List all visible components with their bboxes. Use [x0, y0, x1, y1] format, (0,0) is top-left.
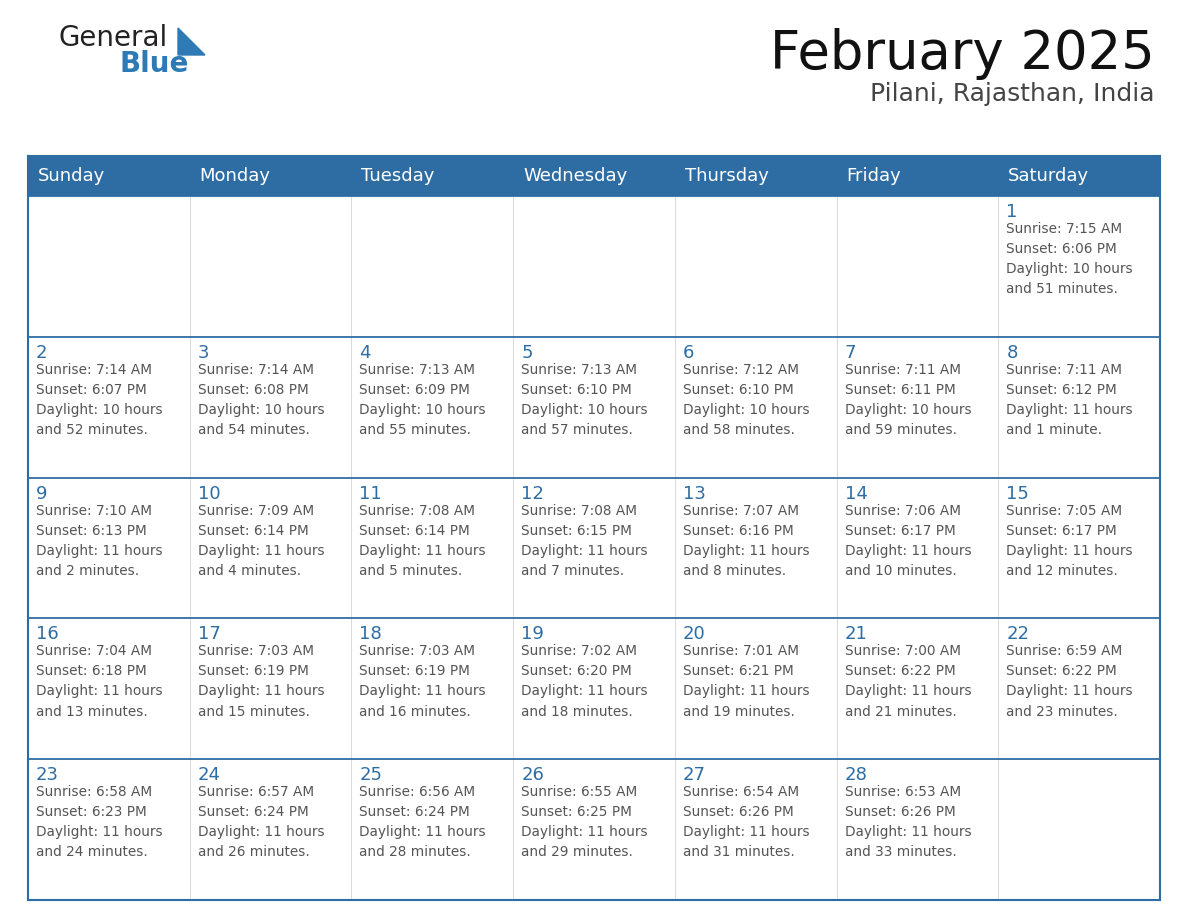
Text: Sunrise: 7:05 AM
Sunset: 6:17 PM
Daylight: 11 hours
and 12 minutes.: Sunrise: 7:05 AM Sunset: 6:17 PM Dayligh…: [1006, 504, 1133, 577]
Text: 8: 8: [1006, 344, 1018, 362]
Text: 7: 7: [845, 344, 857, 362]
Text: Sunrise: 6:56 AM
Sunset: 6:24 PM
Daylight: 11 hours
and 28 minutes.: Sunrise: 6:56 AM Sunset: 6:24 PM Dayligh…: [360, 785, 486, 859]
Text: Wednesday: Wednesday: [523, 167, 627, 185]
Text: 25: 25: [360, 767, 383, 784]
Text: Sunrise: 7:14 AM
Sunset: 6:07 PM
Daylight: 10 hours
and 52 minutes.: Sunrise: 7:14 AM Sunset: 6:07 PM Dayligh…: [36, 363, 163, 437]
Text: 9: 9: [36, 485, 48, 502]
Text: 20: 20: [683, 625, 706, 644]
Text: Sunday: Sunday: [38, 167, 106, 185]
Text: 16: 16: [36, 625, 58, 644]
Text: Monday: Monday: [200, 167, 271, 185]
Text: 4: 4: [360, 344, 371, 362]
Text: Sunrise: 6:58 AM
Sunset: 6:23 PM
Daylight: 11 hours
and 24 minutes.: Sunrise: 6:58 AM Sunset: 6:23 PM Dayligh…: [36, 785, 163, 859]
Text: Sunrise: 7:09 AM
Sunset: 6:14 PM
Daylight: 11 hours
and 4 minutes.: Sunrise: 7:09 AM Sunset: 6:14 PM Dayligh…: [197, 504, 324, 577]
Text: Sunrise: 7:14 AM
Sunset: 6:08 PM
Daylight: 10 hours
and 54 minutes.: Sunrise: 7:14 AM Sunset: 6:08 PM Dayligh…: [197, 363, 324, 437]
Text: Thursday: Thursday: [684, 167, 769, 185]
Text: Sunrise: 7:06 AM
Sunset: 6:17 PM
Daylight: 11 hours
and 10 minutes.: Sunrise: 7:06 AM Sunset: 6:17 PM Dayligh…: [845, 504, 972, 577]
Text: 21: 21: [845, 625, 867, 644]
Text: 19: 19: [522, 625, 544, 644]
Text: 12: 12: [522, 485, 544, 502]
Text: Sunrise: 7:13 AM
Sunset: 6:10 PM
Daylight: 10 hours
and 57 minutes.: Sunrise: 7:13 AM Sunset: 6:10 PM Dayligh…: [522, 363, 647, 437]
Text: Sunrise: 7:11 AM
Sunset: 6:12 PM
Daylight: 11 hours
and 1 minute.: Sunrise: 7:11 AM Sunset: 6:12 PM Dayligh…: [1006, 363, 1133, 437]
Text: 3: 3: [197, 344, 209, 362]
Text: Sunrise: 6:54 AM
Sunset: 6:26 PM
Daylight: 11 hours
and 31 minutes.: Sunrise: 6:54 AM Sunset: 6:26 PM Dayligh…: [683, 785, 809, 859]
Text: 17: 17: [197, 625, 221, 644]
Text: 27: 27: [683, 767, 706, 784]
Text: Sunrise: 7:03 AM
Sunset: 6:19 PM
Daylight: 11 hours
and 16 minutes.: Sunrise: 7:03 AM Sunset: 6:19 PM Dayligh…: [360, 644, 486, 719]
Text: Sunrise: 6:55 AM
Sunset: 6:25 PM
Daylight: 11 hours
and 29 minutes.: Sunrise: 6:55 AM Sunset: 6:25 PM Dayligh…: [522, 785, 647, 859]
Text: Sunrise: 7:07 AM
Sunset: 6:16 PM
Daylight: 11 hours
and 8 minutes.: Sunrise: 7:07 AM Sunset: 6:16 PM Dayligh…: [683, 504, 809, 577]
Text: Sunrise: 7:13 AM
Sunset: 6:09 PM
Daylight: 10 hours
and 55 minutes.: Sunrise: 7:13 AM Sunset: 6:09 PM Dayligh…: [360, 363, 486, 437]
Text: Saturday: Saturday: [1009, 167, 1089, 185]
Polygon shape: [178, 28, 206, 55]
Text: Tuesday: Tuesday: [361, 167, 435, 185]
Bar: [29, 196, 1159, 337]
Text: 5: 5: [522, 344, 532, 362]
Text: General: General: [58, 24, 168, 52]
Text: 14: 14: [845, 485, 867, 502]
Text: 18: 18: [360, 625, 383, 644]
Text: Sunrise: 7:00 AM
Sunset: 6:22 PM
Daylight: 11 hours
and 21 minutes.: Sunrise: 7:00 AM Sunset: 6:22 PM Dayligh…: [845, 644, 972, 719]
Text: 10: 10: [197, 485, 220, 502]
Text: 13: 13: [683, 485, 706, 502]
Text: Sunrise: 7:03 AM
Sunset: 6:19 PM
Daylight: 11 hours
and 15 minutes.: Sunrise: 7:03 AM Sunset: 6:19 PM Dayligh…: [197, 644, 324, 719]
Text: Sunrise: 7:01 AM
Sunset: 6:21 PM
Daylight: 11 hours
and 19 minutes.: Sunrise: 7:01 AM Sunset: 6:21 PM Dayligh…: [683, 644, 809, 719]
Text: Sunrise: 7:11 AM
Sunset: 6:11 PM
Daylight: 10 hours
and 59 minutes.: Sunrise: 7:11 AM Sunset: 6:11 PM Dayligh…: [845, 363, 972, 437]
Text: 15: 15: [1006, 485, 1029, 502]
Bar: [29, 619, 1159, 759]
Text: Sunrise: 7:10 AM
Sunset: 6:13 PM
Daylight: 11 hours
and 2 minutes.: Sunrise: 7:10 AM Sunset: 6:13 PM Dayligh…: [36, 504, 163, 577]
Text: Sunrise: 6:53 AM
Sunset: 6:26 PM
Daylight: 11 hours
and 33 minutes.: Sunrise: 6:53 AM Sunset: 6:26 PM Dayligh…: [845, 785, 972, 859]
Bar: [29, 477, 1159, 619]
Text: Sunrise: 6:59 AM
Sunset: 6:22 PM
Daylight: 11 hours
and 23 minutes.: Sunrise: 6:59 AM Sunset: 6:22 PM Dayligh…: [1006, 644, 1133, 719]
Text: Friday: Friday: [847, 167, 902, 185]
Text: 6: 6: [683, 344, 694, 362]
Text: Sunrise: 7:08 AM
Sunset: 6:15 PM
Daylight: 11 hours
and 7 minutes.: Sunrise: 7:08 AM Sunset: 6:15 PM Dayligh…: [522, 504, 647, 577]
Text: 11: 11: [360, 485, 383, 502]
Text: Sunrise: 7:08 AM
Sunset: 6:14 PM
Daylight: 11 hours
and 5 minutes.: Sunrise: 7:08 AM Sunset: 6:14 PM Dayligh…: [360, 504, 486, 577]
Text: Sunrise: 7:02 AM
Sunset: 6:20 PM
Daylight: 11 hours
and 18 minutes.: Sunrise: 7:02 AM Sunset: 6:20 PM Dayligh…: [522, 644, 647, 719]
Text: Sunrise: 7:04 AM
Sunset: 6:18 PM
Daylight: 11 hours
and 13 minutes.: Sunrise: 7:04 AM Sunset: 6:18 PM Dayligh…: [36, 644, 163, 719]
Text: 1: 1: [1006, 203, 1018, 221]
Text: 26: 26: [522, 767, 544, 784]
Text: Sunrise: 6:57 AM
Sunset: 6:24 PM
Daylight: 11 hours
and 26 minutes.: Sunrise: 6:57 AM Sunset: 6:24 PM Dayligh…: [197, 785, 324, 859]
Text: 24: 24: [197, 767, 221, 784]
Text: 23: 23: [36, 767, 59, 784]
Bar: [29, 759, 1159, 900]
Text: Sunrise: 7:15 AM
Sunset: 6:06 PM
Daylight: 10 hours
and 51 minutes.: Sunrise: 7:15 AM Sunset: 6:06 PM Dayligh…: [1006, 222, 1133, 297]
Text: 28: 28: [845, 767, 867, 784]
Text: 22: 22: [1006, 625, 1029, 644]
Text: February 2025: February 2025: [770, 28, 1155, 80]
Text: Blue: Blue: [120, 50, 189, 78]
Text: 2: 2: [36, 344, 48, 362]
Text: Pilani, Rajasthan, India: Pilani, Rajasthan, India: [871, 82, 1155, 106]
Bar: [29, 337, 1159, 477]
Bar: [29, 156, 1159, 196]
Text: Sunrise: 7:12 AM
Sunset: 6:10 PM
Daylight: 10 hours
and 58 minutes.: Sunrise: 7:12 AM Sunset: 6:10 PM Dayligh…: [683, 363, 809, 437]
